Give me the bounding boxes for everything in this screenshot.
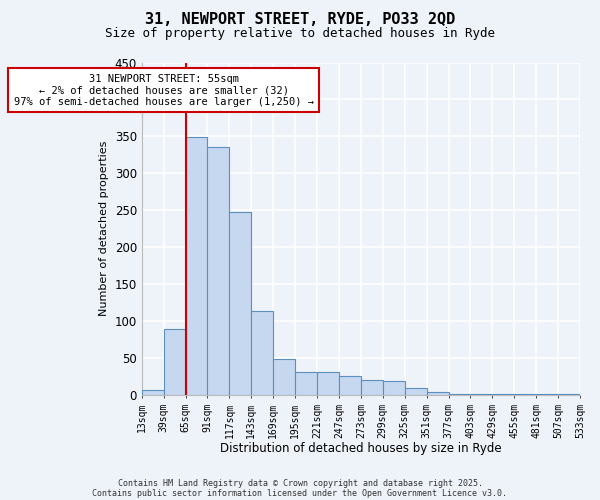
Text: Contains public sector information licensed under the Open Government Licence v3: Contains public sector information licen… bbox=[92, 488, 508, 498]
Bar bbox=[208, 148, 229, 395]
Bar bbox=[514, 394, 536, 395]
Text: 31, NEWPORT STREET, RYDE, PO33 2QD: 31, NEWPORT STREET, RYDE, PO33 2QD bbox=[145, 12, 455, 28]
Bar bbox=[339, 376, 361, 395]
Bar bbox=[317, 372, 339, 395]
Bar bbox=[404, 388, 427, 395]
Text: Size of property relative to detached houses in Ryde: Size of property relative to detached ho… bbox=[105, 28, 495, 40]
Bar bbox=[229, 212, 251, 395]
Bar bbox=[449, 394, 470, 395]
Bar bbox=[558, 394, 580, 395]
Bar bbox=[164, 329, 185, 395]
Text: Contains HM Land Registry data © Crown copyright and database right 2025.: Contains HM Land Registry data © Crown c… bbox=[118, 478, 482, 488]
Bar bbox=[493, 394, 514, 395]
Bar bbox=[427, 392, 449, 395]
Bar bbox=[383, 381, 404, 395]
Y-axis label: Number of detached properties: Number of detached properties bbox=[99, 141, 109, 316]
Text: 31 NEWPORT STREET: 55sqm
← 2% of detached houses are smaller (32)
97% of semi-de: 31 NEWPORT STREET: 55sqm ← 2% of detache… bbox=[14, 74, 314, 107]
Bar bbox=[361, 380, 383, 395]
Bar bbox=[251, 312, 273, 395]
Bar bbox=[273, 358, 295, 395]
X-axis label: Distribution of detached houses by size in Ryde: Distribution of detached houses by size … bbox=[220, 442, 502, 455]
Bar bbox=[295, 372, 317, 395]
Bar bbox=[470, 394, 493, 395]
Bar bbox=[142, 390, 164, 395]
Bar bbox=[536, 394, 558, 395]
Bar bbox=[185, 137, 208, 395]
